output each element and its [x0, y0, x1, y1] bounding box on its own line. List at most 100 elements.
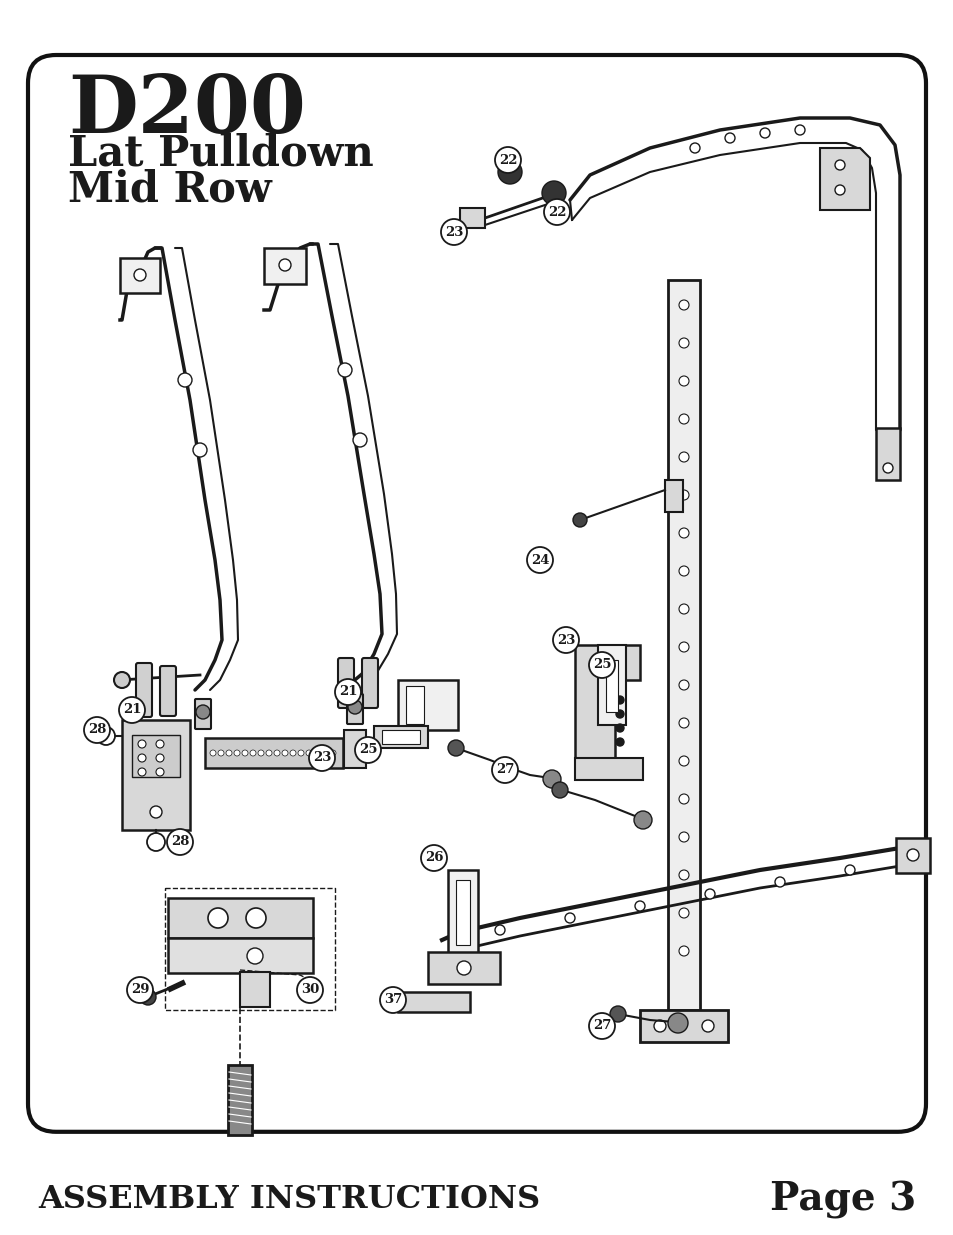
Circle shape — [84, 718, 110, 743]
Circle shape — [119, 697, 145, 722]
FancyBboxPatch shape — [347, 694, 363, 724]
Circle shape — [492, 757, 517, 783]
Circle shape — [667, 1013, 687, 1032]
FancyBboxPatch shape — [337, 658, 354, 708]
Circle shape — [679, 300, 688, 310]
Circle shape — [242, 750, 248, 756]
Circle shape — [724, 133, 734, 143]
Circle shape — [309, 745, 335, 771]
Circle shape — [127, 977, 152, 1003]
Text: 37: 37 — [383, 993, 402, 1007]
FancyBboxPatch shape — [132, 735, 180, 777]
Circle shape — [679, 832, 688, 842]
FancyBboxPatch shape — [448, 869, 477, 955]
Circle shape — [297, 750, 304, 756]
Circle shape — [355, 737, 380, 763]
Circle shape — [138, 768, 146, 776]
FancyBboxPatch shape — [875, 429, 899, 480]
Text: 23: 23 — [557, 634, 575, 646]
Circle shape — [247, 948, 263, 965]
Text: 22: 22 — [547, 205, 566, 219]
Circle shape — [113, 672, 130, 688]
Circle shape — [679, 490, 688, 500]
Circle shape — [552, 782, 567, 798]
FancyBboxPatch shape — [194, 699, 211, 729]
FancyBboxPatch shape — [28, 56, 925, 1131]
Circle shape — [257, 750, 264, 756]
Circle shape — [306, 750, 312, 756]
Text: 27: 27 — [496, 763, 514, 777]
Circle shape — [156, 755, 164, 762]
Text: 23: 23 — [444, 226, 463, 238]
Circle shape — [679, 604, 688, 614]
Circle shape — [138, 755, 146, 762]
Circle shape — [456, 961, 471, 974]
FancyBboxPatch shape — [667, 280, 700, 1010]
FancyBboxPatch shape — [664, 480, 682, 513]
FancyBboxPatch shape — [361, 658, 377, 708]
FancyBboxPatch shape — [168, 898, 313, 939]
Circle shape — [679, 529, 688, 538]
Circle shape — [296, 977, 323, 1003]
Circle shape — [193, 443, 207, 457]
Circle shape — [140, 989, 156, 1005]
Circle shape — [150, 806, 162, 818]
FancyBboxPatch shape — [575, 758, 642, 781]
Circle shape — [774, 877, 784, 887]
Circle shape — [701, 1020, 713, 1032]
Circle shape — [906, 848, 918, 861]
Circle shape — [208, 908, 228, 927]
Circle shape — [679, 908, 688, 918]
FancyBboxPatch shape — [428, 952, 499, 984]
Circle shape — [156, 740, 164, 748]
Circle shape — [226, 750, 232, 756]
Text: 24: 24 — [530, 553, 549, 567]
Text: Lat Pulldown: Lat Pulldown — [68, 132, 374, 174]
Circle shape — [178, 373, 192, 387]
Circle shape — [330, 750, 335, 756]
FancyBboxPatch shape — [598, 645, 625, 725]
Circle shape — [497, 161, 521, 184]
Text: 27: 27 — [592, 1020, 611, 1032]
Circle shape — [573, 513, 586, 527]
Polygon shape — [575, 645, 639, 760]
FancyBboxPatch shape — [122, 720, 190, 830]
FancyBboxPatch shape — [344, 730, 366, 768]
Polygon shape — [459, 207, 484, 228]
Circle shape — [679, 375, 688, 387]
Circle shape — [834, 185, 844, 195]
Circle shape — [679, 414, 688, 424]
Circle shape — [337, 363, 352, 377]
Circle shape — [679, 718, 688, 727]
FancyBboxPatch shape — [168, 939, 313, 973]
FancyBboxPatch shape — [406, 685, 423, 724]
FancyBboxPatch shape — [136, 663, 152, 718]
Circle shape — [420, 845, 447, 871]
Text: 21: 21 — [338, 685, 356, 699]
Circle shape — [133, 269, 146, 282]
Circle shape — [97, 727, 115, 745]
Text: ASSEMBLY INSTRUCTIONS: ASSEMBLY INSTRUCTIONS — [38, 1184, 539, 1215]
Circle shape — [679, 680, 688, 690]
Text: 29: 29 — [131, 983, 149, 997]
Circle shape — [210, 750, 215, 756]
Circle shape — [322, 750, 328, 756]
Circle shape — [542, 769, 560, 788]
Circle shape — [679, 642, 688, 652]
Circle shape — [353, 433, 367, 447]
Circle shape — [760, 128, 769, 138]
Circle shape — [616, 697, 623, 704]
Circle shape — [156, 768, 164, 776]
Circle shape — [440, 219, 467, 245]
Circle shape — [704, 889, 714, 899]
Circle shape — [246, 908, 266, 927]
FancyBboxPatch shape — [205, 739, 343, 768]
Circle shape — [689, 143, 700, 153]
Circle shape — [616, 710, 623, 718]
Text: 22: 22 — [498, 153, 517, 167]
Circle shape — [348, 700, 361, 714]
Circle shape — [679, 869, 688, 881]
Circle shape — [679, 756, 688, 766]
Circle shape — [147, 832, 165, 851]
FancyBboxPatch shape — [639, 1010, 727, 1042]
